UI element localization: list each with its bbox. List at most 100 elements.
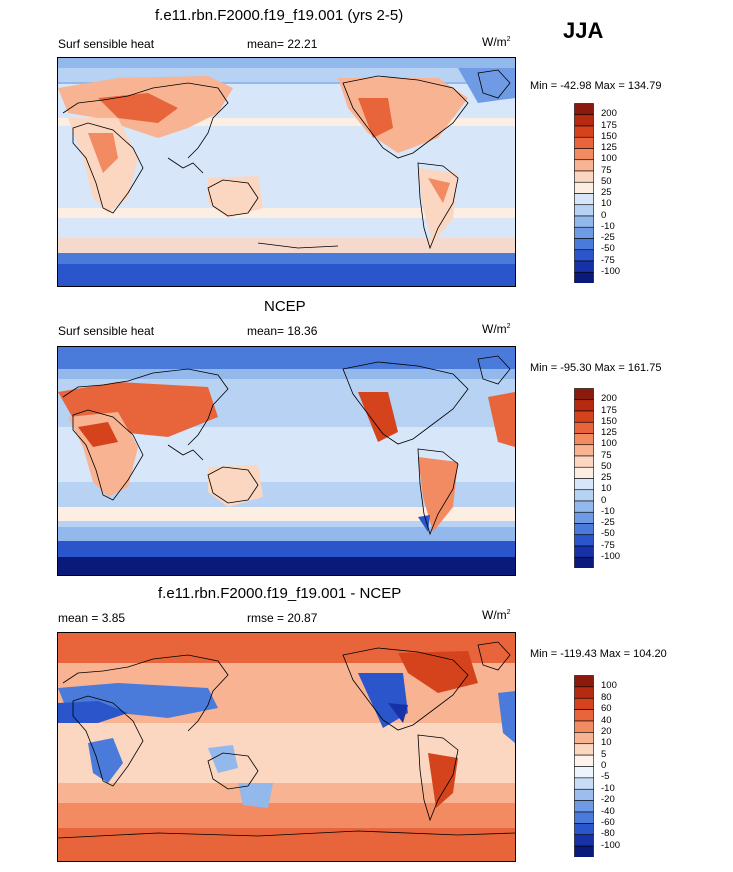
- colorbar-swatch: [574, 777, 594, 790]
- colorbar-label: -60: [601, 816, 615, 828]
- colorbar-label: 100: [601, 438, 617, 450]
- colorbar-swatch: [574, 675, 594, 688]
- colorbar-label: -50: [601, 528, 615, 540]
- panel2-minmax: Min = -95.30 Max = 161.75: [530, 362, 662, 374]
- panel3-map: [57, 632, 516, 862]
- colorbar-swatch: [574, 249, 594, 262]
- colorbar-svg: [574, 675, 594, 858]
- panel2-mean-label: mean= 18.36: [247, 324, 318, 338]
- colorbar-swatch: [574, 399, 594, 412]
- colorbar-swatch: [574, 421, 594, 434]
- colorbar-label: 0: [601, 494, 607, 506]
- colorbar-label: 40: [601, 714, 612, 726]
- colorbar-label: -40: [601, 805, 615, 817]
- colorbar-swatch: [574, 103, 594, 116]
- colorbar-swatch: [574, 170, 594, 183]
- panel1-variable-label: Surf sensible heat: [58, 37, 155, 51]
- colorbar-swatch: [574, 800, 594, 813]
- colorbar-swatch: [574, 720, 594, 733]
- colorbar-label: -25: [601, 232, 615, 243]
- colorbar-label: 150: [601, 415, 617, 427]
- colorbar-label: 125: [601, 142, 617, 153]
- colorbar-swatch: [574, 238, 594, 251]
- colorbar-swatch: [574, 215, 594, 228]
- colorbar-label: -5: [601, 771, 610, 783]
- colorbar-label: -80: [601, 828, 615, 840]
- colorbar-swatch: [574, 766, 594, 779]
- colorbar-swatch: [574, 433, 594, 446]
- colorbar-swatch: [574, 523, 594, 536]
- colorbar-swatch: [574, 114, 594, 127]
- colorbar-label: -75: [601, 539, 615, 551]
- colorbar-swatch: [574, 478, 594, 491]
- colorbar-label: 75: [601, 449, 612, 461]
- panel3-colorbar: 100 80 60 40 20 10 5 0 -5 -10 -20 -40 -60 -80 -100: [574, 675, 620, 858]
- colorbar-swatch: [574, 845, 594, 858]
- colorbar-swatch: [574, 709, 594, 722]
- colorbar-label: -100: [601, 550, 621, 562]
- panel1-mean-label: mean= 22.21: [247, 37, 318, 51]
- colorbar-swatch: [574, 271, 594, 284]
- colorbar-swatch: [574, 125, 594, 138]
- colorbar-label: 60: [601, 703, 612, 715]
- colorbar-swatch: [574, 511, 594, 524]
- colorbar-swatch: [574, 466, 594, 479]
- colorbar-swatch: [574, 697, 594, 710]
- colorbar-swatch: [574, 444, 594, 457]
- panel2-colorbar: 200 175 150 125 100 75 50 25 10 0 -10 -25 -50 -75 -100: [574, 388, 620, 569]
- colorbar-label: 20: [601, 725, 612, 737]
- panel3-mean-label: mean = 3.85: [58, 611, 126, 625]
- colorbar-label: 25: [601, 472, 612, 483]
- colorbar-swatch: [574, 159, 594, 172]
- colorbar-label: 150: [601, 130, 617, 142]
- colorbar-label: 200: [601, 393, 617, 405]
- colorbar-swatch: [574, 545, 594, 558]
- panel1-title: f.e11.rbn.F2000.f19_f19.001 (yrs 2-5): [155, 7, 404, 24]
- colorbar-label: 125: [601, 427, 617, 438]
- colorbar-label: 50: [601, 460, 612, 472]
- colorbar-swatch: [574, 410, 594, 423]
- panel3-title: f.e11.rbn.F2000.f19_f19.001 - NCEP: [158, 585, 402, 602]
- colorbar-swatch: [574, 500, 594, 513]
- colorbar-svg: [574, 388, 594, 569]
- colorbar-label: 0: [601, 760, 607, 771]
- colorbar-swatch: [574, 732, 594, 745]
- panel2-map: [57, 346, 516, 576]
- colorbar-swatch: [574, 811, 594, 824]
- season-label: JJA: [563, 18, 604, 43]
- colorbar-label: 80: [601, 691, 612, 703]
- colorbar-label: 75: [601, 164, 612, 176]
- colorbar-label: 175: [601, 119, 617, 131]
- panel2-variable-label: Surf sensible heat: [58, 324, 155, 338]
- colorbar-swatch: [574, 204, 594, 217]
- colorbar-label: 100: [601, 153, 617, 165]
- colorbar-label: -10: [601, 782, 615, 794]
- colorbar-swatch: [574, 455, 594, 468]
- colorbar-swatch: [574, 193, 594, 206]
- panel1-units: W/m2: [482, 35, 511, 49]
- colorbar-label: 25: [601, 187, 612, 198]
- colorbar-label: 5: [601, 748, 607, 760]
- colorbar-svg: [574, 103, 594, 284]
- colorbar-swatch: [574, 489, 594, 502]
- colorbar-swatch: [574, 181, 594, 194]
- panel1-map: [57, 57, 516, 287]
- panel2-title: NCEP: [264, 298, 306, 315]
- colorbar-label: 200: [601, 108, 617, 120]
- colorbar-label: -100: [601, 839, 621, 851]
- colorbar-label: 10: [601, 483, 612, 495]
- panel2-units: W/m2: [482, 322, 511, 336]
- colorbar-swatch: [574, 534, 594, 547]
- panel1-minmax: Min = -42.98 Max = 134.79: [530, 80, 662, 92]
- colorbar-label: -25: [601, 517, 615, 528]
- panel1-colorbar: 200 175 150 125 100 75 50 25 10 0 -10 -25 -50 -75 -100: [574, 103, 620, 284]
- panel3-minmax: Min = -119.43 Max = 104.20: [530, 648, 667, 660]
- colorbar-swatch: [574, 686, 594, 699]
- colorbar-label: -10: [601, 220, 615, 232]
- panel3-units: W/m2: [482, 608, 511, 622]
- colorbar-swatch: [574, 226, 594, 239]
- colorbar-label: -10: [601, 505, 615, 517]
- colorbar-swatch: [574, 754, 594, 767]
- colorbar-swatch: [574, 148, 594, 161]
- colorbar-swatch: [574, 388, 594, 401]
